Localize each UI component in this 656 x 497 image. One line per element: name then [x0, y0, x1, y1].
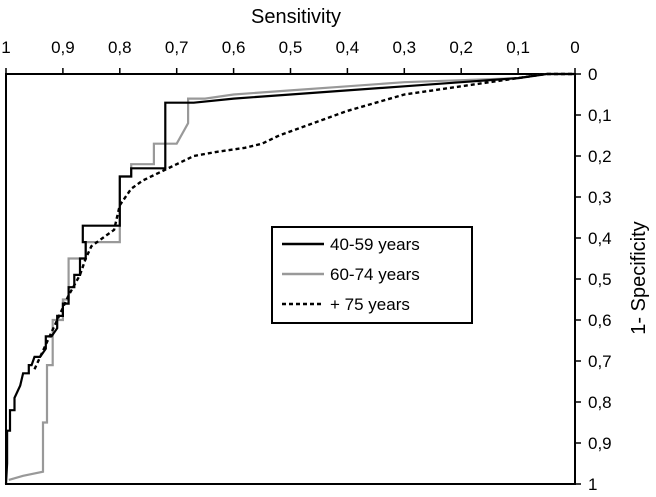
x-tick-label: 0 [570, 38, 579, 57]
plot-area: 1 0,9 0,8 0,7 0,6 0,5 0,4 0,3 0,2 0,1 00 0,1 0,2 0,3 0… [1, 38, 611, 494]
x-tick-label: 0,7 [165, 38, 189, 57]
x-tick-label: 0,4 [336, 38, 360, 57]
y-tick-label: 0,8 [588, 393, 612, 412]
series-line-2 [33, 72, 575, 370]
x-tick-label: 0,3 [392, 38, 416, 57]
y-tick-label: 0 [588, 65, 597, 84]
y-tick-label: 0,7 [588, 352, 612, 371]
legend-label: + 75 years [330, 295, 410, 314]
legend: 40-59 years 60-74 years + 75 years [271, 226, 473, 324]
y-tick-label: 0,1 [588, 106, 612, 125]
x-tick-label: 0,1 [506, 38, 530, 57]
x-tick-label: 0,2 [449, 38, 473, 57]
x-tick-label: 0,8 [108, 38, 132, 57]
y-tick-label: 0,4 [588, 229, 612, 248]
x-tick-label: 0,9 [51, 38, 75, 57]
x-axis-title: Sensitivity [251, 6, 341, 28]
x-tick-label: 0,6 [222, 38, 246, 57]
y-axis-title: 1- Specificity [628, 221, 650, 334]
x-tick-label: 0,5 [279, 38, 303, 57]
y-tick-label: 0,6 [588, 311, 612, 330]
y-tick-label: 0,2 [588, 147, 612, 166]
y-tick-label: 1 [588, 475, 597, 494]
legend-label: 40-59 years [330, 235, 420, 254]
series-line-0 [4, 72, 575, 485]
y-tick-label: 0,5 [588, 270, 612, 289]
x-tick-label: 1 [1, 38, 10, 57]
legend-label: 60-74 years [330, 265, 420, 284]
y-tick-label: 0,9 [588, 434, 612, 453]
y-tick-label: 0,3 [588, 188, 612, 207]
